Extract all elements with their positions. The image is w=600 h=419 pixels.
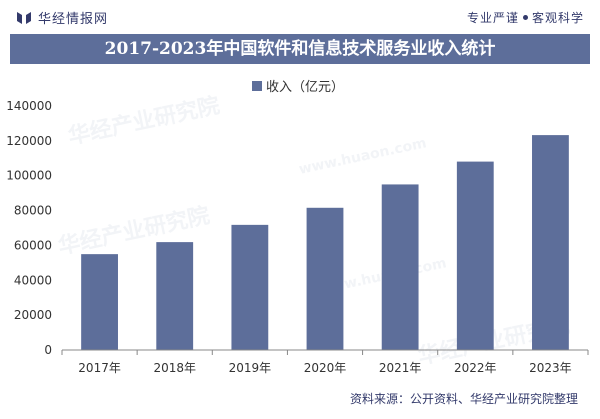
legend-label: 收入（亿元） [266, 80, 344, 95]
bar [231, 224, 269, 350]
bar [381, 184, 419, 350]
bar-chart: 华经产业研究院www.huaon.com华经产业研究院www.huaon.com… [6, 80, 589, 375]
y-tick-label: 100000 [6, 169, 52, 183]
header-bar: 华经情报网 专业严谨 客观科学 [0, 0, 600, 34]
slogan-right: 客观科学 [531, 11, 584, 25]
y-tick-label: 60000 [14, 238, 52, 252]
brand-name: 华经情报网 [38, 12, 109, 27]
x-tick-label: 2019年 [229, 361, 272, 375]
watermark-text: 华经产业研究院 [66, 92, 222, 149]
x-tick-label: 2021年 [379, 361, 422, 375]
separator-dot-icon [522, 15, 528, 20]
bar [156, 242, 194, 350]
brand-logo[interactable]: 华经情报网 [16, 8, 108, 27]
y-tick-label: 120000 [6, 134, 52, 148]
bar [81, 254, 118, 350]
bar [532, 135, 569, 350]
y-tick-label: 0 [44, 343, 52, 357]
y-tick-label: 40000 [14, 273, 52, 287]
chart-title: 2017-2023年中国软件和信息技术服务业收入统计 [10, 34, 590, 64]
bar [306, 207, 344, 350]
y-tick-label: 80000 [14, 204, 52, 218]
bars [81, 135, 569, 350]
x-axis: 2017年 2018年 2019年 2020年 2021年 2022年 2023年 [61, 350, 589, 375]
y-tick-label: 140000 [6, 99, 52, 113]
x-tick-label: 2018年 [153, 361, 196, 375]
x-tick-label: 2022年 [454, 361, 497, 375]
legend: 收入（亿元） [252, 80, 344, 95]
y-tick-label: 20000 [14, 308, 52, 322]
legend-swatch [252, 81, 262, 91]
source-note: 资料来源：公开资料、华经产业研究院整理 [349, 392, 578, 406]
x-tick-label: 2017年 [78, 361, 121, 375]
x-tick-label: 2023年 [529, 361, 572, 375]
bar [456, 161, 494, 350]
brand-logo-icon [17, 11, 31, 24]
x-tick-label: 2020年 [304, 361, 347, 375]
slogan: 专业严谨 客观科学 [467, 9, 584, 26]
y-axis: 0 20000 40000 60000 80000 100000 120000 140000 [6, 99, 52, 357]
watermark-text: www.huaon.com [298, 135, 429, 178]
slogan-left: 专业严谨 [466, 11, 519, 25]
